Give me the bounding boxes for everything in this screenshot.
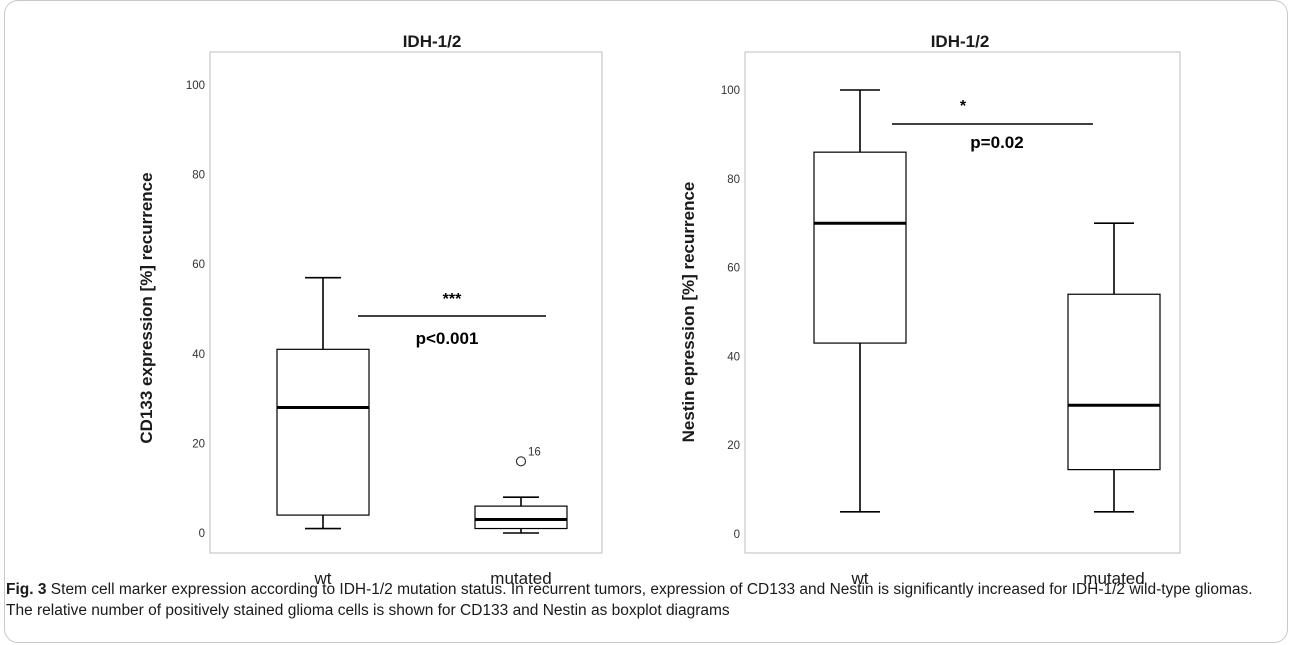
- chart-title: IDH-1/2: [403, 32, 462, 51]
- figure-frame: [4, 0, 1288, 643]
- y-tick-label: 20: [192, 438, 205, 450]
- y-tick-label: 20: [727, 440, 740, 452]
- y-tick-label: 0: [734, 529, 740, 541]
- caption-text: Stem cell marker expression according to…: [6, 581, 1253, 619]
- box-iqr: [813, 151, 907, 344]
- x-category-label: wt: [851, 569, 869, 588]
- figure-caption: Fig. 3 Stem cell marker expression accor…: [6, 579, 1276, 621]
- chart-title: IDH-1/2: [931, 32, 990, 51]
- x-category-label: mutated: [1083, 569, 1144, 588]
- y-tick-label: 40: [192, 349, 205, 361]
- y-tick-label: 60: [192, 259, 205, 271]
- x-category-label: mutated: [490, 569, 551, 588]
- figure-canvas: IDH-1/2 CD133 expression [%] recurrence 0 2…: [137, 32, 1181, 588]
- y-tick-label: 100: [721, 85, 740, 97]
- box-iqr: [276, 348, 370, 516]
- y-tick-label: 40: [727, 351, 740, 363]
- chart-panel-nestin: IDH-1/2 Nestin epression [%] recurrence 0 2…: [679, 32, 1181, 588]
- plot-frame: [744, 51, 1181, 554]
- y-axis-label: Nestin epression [%] recurrence: [679, 182, 698, 443]
- box-iqr: [474, 505, 568, 530]
- box-iqr: [1067, 293, 1161, 471]
- p-value-label: p<0.001: [416, 329, 479, 348]
- y-tick-label: 80: [727, 174, 740, 186]
- outlier-point: [515, 456, 527, 467]
- outlier-label: 16: [528, 446, 541, 458]
- chart-panel-cd133: IDH-1/2 CD133 expression [%] recurrence 0 2…: [137, 32, 603, 588]
- y-axis-label: CD133 expression [%] recurrence: [137, 172, 156, 443]
- caption-label: Fig. 3: [6, 581, 47, 598]
- plot-frame: [209, 51, 603, 554]
- significance-stars: *: [960, 98, 967, 115]
- p-value-label: p=0.02: [970, 133, 1023, 152]
- y-tick-label: 100: [186, 80, 205, 92]
- y-tick-label: 60: [727, 263, 740, 275]
- y-tick-label: 0: [199, 528, 205, 540]
- y-tick-label: 80: [192, 170, 205, 182]
- x-category-label: wt: [314, 569, 332, 588]
- significance-stars: ***: [443, 291, 462, 308]
